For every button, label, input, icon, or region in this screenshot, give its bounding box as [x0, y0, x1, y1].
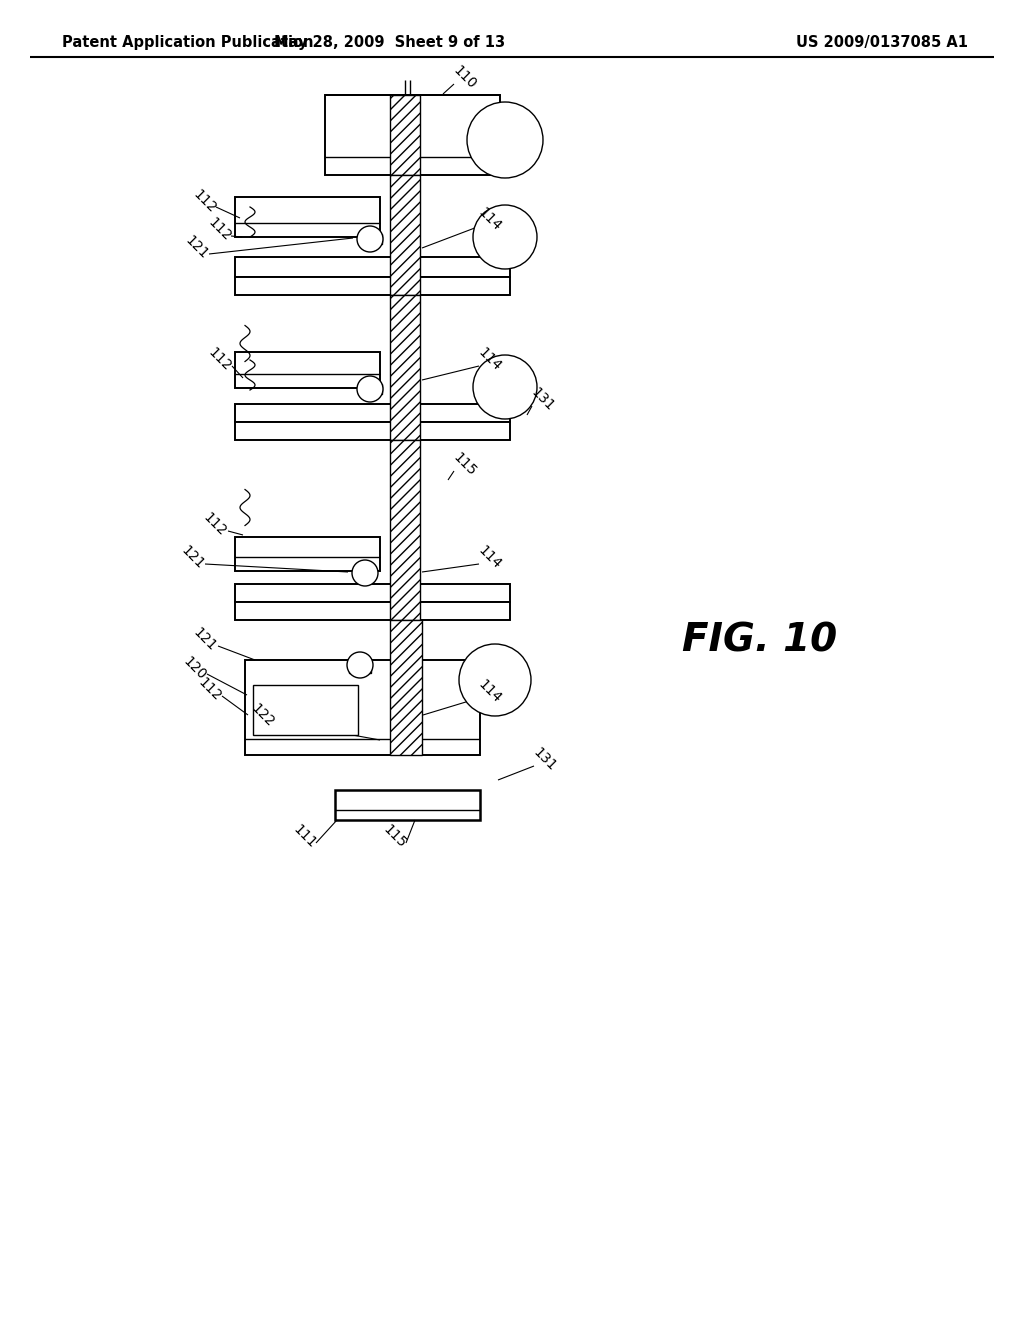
- Text: 112: 112: [206, 215, 234, 244]
- Bar: [234, 352, 380, 388]
- Bar: [390, 294, 420, 440]
- Text: 131: 131: [528, 385, 557, 414]
- Circle shape: [352, 560, 378, 586]
- Text: 114: 114: [476, 677, 504, 706]
- Text: 115: 115: [381, 822, 410, 851]
- Text: 121: 121: [178, 544, 207, 573]
- Circle shape: [473, 355, 537, 418]
- Text: 114: 114: [476, 346, 504, 375]
- Bar: [245, 660, 480, 755]
- Bar: [234, 277, 510, 294]
- Circle shape: [459, 644, 531, 715]
- Bar: [354, 569, 376, 578]
- Text: 112: 112: [190, 187, 219, 216]
- Circle shape: [357, 376, 383, 403]
- Bar: [325, 95, 500, 176]
- Text: 110: 110: [451, 63, 479, 92]
- Text: FIG. 10: FIG. 10: [682, 620, 838, 659]
- Bar: [390, 95, 420, 176]
- Bar: [358, 234, 382, 244]
- Text: 115: 115: [451, 450, 479, 479]
- Text: Patent Application Publication: Patent Application Publication: [62, 34, 313, 49]
- Text: 111: 111: [291, 822, 319, 851]
- Bar: [335, 789, 480, 820]
- Text: 122: 122: [249, 701, 278, 729]
- Bar: [253, 685, 358, 735]
- Circle shape: [357, 226, 383, 252]
- Circle shape: [467, 102, 543, 178]
- Bar: [234, 537, 380, 572]
- Text: 121: 121: [182, 234, 211, 263]
- Circle shape: [473, 205, 537, 269]
- Text: 112: 112: [206, 346, 234, 375]
- Text: 112: 112: [196, 676, 224, 705]
- Bar: [390, 176, 420, 294]
- Text: 121: 121: [190, 626, 219, 655]
- Bar: [234, 602, 510, 620]
- Bar: [234, 197, 380, 238]
- Bar: [234, 257, 510, 277]
- Text: 131: 131: [530, 746, 559, 775]
- Bar: [390, 620, 422, 755]
- Bar: [390, 440, 420, 620]
- Bar: [358, 384, 382, 393]
- Text: US 2009/0137085 A1: US 2009/0137085 A1: [796, 34, 968, 49]
- Text: 120: 120: [180, 653, 209, 682]
- Bar: [234, 404, 510, 422]
- Bar: [234, 583, 510, 602]
- Text: May 28, 2009  Sheet 9 of 13: May 28, 2009 Sheet 9 of 13: [274, 34, 506, 49]
- Circle shape: [347, 652, 373, 678]
- Text: 112: 112: [201, 511, 229, 540]
- Bar: [234, 422, 510, 440]
- Bar: [349, 663, 371, 673]
- Text: 114: 114: [476, 206, 504, 235]
- Text: 114: 114: [476, 544, 504, 573]
